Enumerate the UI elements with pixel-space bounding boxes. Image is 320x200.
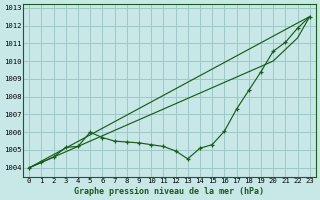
X-axis label: Graphe pression niveau de la mer (hPa): Graphe pression niveau de la mer (hPa) — [75, 187, 264, 196]
